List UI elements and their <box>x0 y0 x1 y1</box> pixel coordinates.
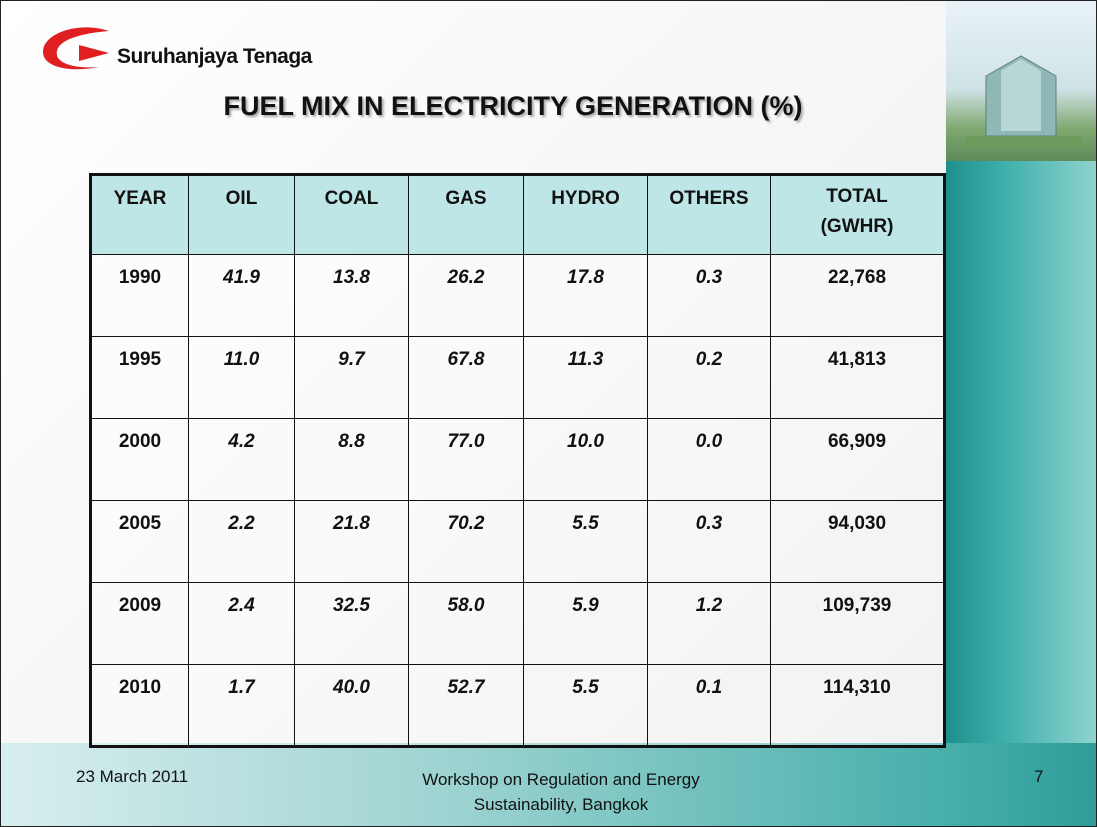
value-cell: 22,768 <box>771 255 945 337</box>
column-header-text: OIL <box>190 188 293 210</box>
year-cell: 2005 <box>91 501 189 583</box>
value-cell: 0.3 <box>648 501 771 583</box>
value-cell: 58.0 <box>409 583 524 665</box>
logo-swoosh <box>39 23 119 75</box>
value-cell: 9.7 <box>295 337 409 419</box>
value-cell: 10.0 <box>524 419 648 501</box>
year-cell: 1995 <box>91 337 189 419</box>
value-cell: 0.1 <box>648 665 771 747</box>
footer-date: 23 March 2011 <box>76 767 188 787</box>
value-cell: 2.2 <box>189 501 295 583</box>
page-number: 7 <box>1034 767 1043 787</box>
value-cell: 4.2 <box>189 419 295 501</box>
value-cell: 67.8 <box>409 337 524 419</box>
column-header: HYDRO <box>524 175 648 255</box>
value-cell: 0.0 <box>648 419 771 501</box>
column-header: OTHERS <box>648 175 771 255</box>
value-cell: 5.5 <box>524 501 648 583</box>
slide-title: FUEL MIX IN ELECTRICITY GENERATION (%) <box>1 91 1025 122</box>
value-cell: 77.0 <box>409 419 524 501</box>
value-cell: 70.2 <box>409 501 524 583</box>
column-header: COAL <box>295 175 409 255</box>
value-cell: 8.8 <box>295 419 409 501</box>
value-cell: 94,030 <box>771 501 945 583</box>
year-cell: 1990 <box>91 255 189 337</box>
value-cell: 41.9 <box>189 255 295 337</box>
value-cell: 52.7 <box>409 665 524 747</box>
column-header-text: TOTAL (GWHR) <box>807 182 907 242</box>
value-cell: 41,813 <box>771 337 945 419</box>
value-cell: 2.4 <box>189 583 295 665</box>
year-cell: 2000 <box>91 419 189 501</box>
value-cell: 1.7 <box>189 665 295 747</box>
column-header-text: COAL <box>296 188 407 210</box>
value-cell: 13.8 <box>295 255 409 337</box>
year-cell: 2009 <box>91 583 189 665</box>
building-drawing <box>946 1 1096 161</box>
value-cell: 114,310 <box>771 665 945 747</box>
column-header: GAS <box>409 175 524 255</box>
column-header-text: HYDRO <box>525 188 646 210</box>
value-cell: 5.9 <box>524 583 648 665</box>
slide: Suruhanjaya Tenaga FUEL MIX IN ELECTRICI… <box>0 0 1097 827</box>
value-cell: 66,909 <box>771 419 945 501</box>
value-cell: 17.8 <box>524 255 648 337</box>
value-cell: 11.3 <box>524 337 648 419</box>
column-header: TOTAL (GWHR) <box>771 175 945 255</box>
value-cell: 26.2 <box>409 255 524 337</box>
value-cell: 21.8 <box>295 501 409 583</box>
column-header: OIL <box>189 175 295 255</box>
footer-event: Workshop on Regulation and Energy Sustai… <box>406 767 716 817</box>
value-cell: 40.0 <box>295 665 409 747</box>
column-header-text: GAS <box>410 188 522 210</box>
value-cell: 0.3 <box>648 255 771 337</box>
column-header-text: OTHERS <box>649 188 769 210</box>
column-header: YEAR <box>91 175 189 255</box>
building-photo <box>946 1 1096 161</box>
value-cell: 11.0 <box>189 337 295 419</box>
value-cell: 109,739 <box>771 583 945 665</box>
value-cell: 0.2 <box>648 337 771 419</box>
logo-text: Suruhanjaya Tenaga <box>117 45 312 69</box>
year-cell: 2010 <box>91 665 189 747</box>
column-header-text: YEAR <box>93 188 187 210</box>
value-cell: 5.5 <box>524 665 648 747</box>
value-cell: 32.5 <box>295 583 409 665</box>
value-cell: 1.2 <box>648 583 771 665</box>
